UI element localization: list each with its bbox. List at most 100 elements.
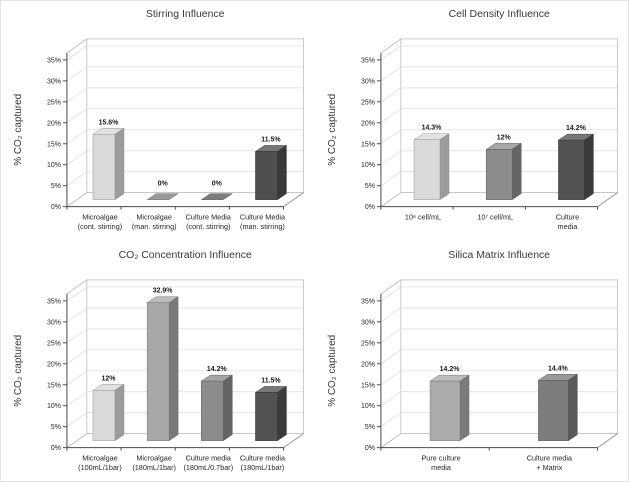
x-category-label: + Matrix	[536, 463, 562, 472]
gridline-side	[66, 66, 88, 82]
chart-panel-cell-density-influence: 0% 5% 10% 15% 20% 25% 30% 35% 14.3% 12% 14.2% 10⁶ c…	[315, 1, 629, 242]
bar-side-face	[459, 374, 469, 441]
gridline-side	[66, 412, 88, 427]
chart-cell-density-influence: 0% 5% 10% 15% 20% 25% 30% 35% 14.3% 12% 14.2% 10⁶ c…	[326, 9, 619, 231]
bar-front-face	[201, 380, 224, 441]
x-category-label: (man. stirring)	[240, 222, 285, 231]
y-tick-label: 35%	[47, 298, 61, 305]
chart-panel-silica-matrix-influence: 0% 5% 10% 15% 20% 25% 30% 35% 14.2% 14.4% Pure cul…	[315, 242, 629, 482]
bar-front-face	[92, 134, 116, 200]
gridline-side	[380, 150, 401, 166]
y-tick-label: 25%	[360, 340, 374, 347]
y-tick-label: 30%	[360, 319, 374, 326]
gridline-side	[66, 370, 88, 385]
gridline-side	[66, 129, 88, 145]
bar-front-face	[537, 379, 569, 441]
x-category-label: Culture media	[526, 453, 572, 462]
x-category-label: media	[557, 222, 578, 231]
y-tick-label: 0%	[364, 204, 374, 211]
gridline-side	[380, 412, 401, 427]
chart-panel-co2-concentration-influence: 0% 5% 10% 15% 20% 25% 30% 35% 12% 32.9% 14.2% 11.5%…	[1, 242, 315, 482]
y-tick-label: 35%	[47, 57, 61, 64]
x-category-label: Culture media	[240, 453, 286, 462]
y-tick-label: 5%	[364, 424, 374, 431]
x-category-label: (man. stirring)	[132, 222, 177, 231]
x-category-label: (cont. stirring)	[186, 222, 230, 231]
plot-side-wall	[66, 278, 88, 448]
plot-side-wall	[380, 38, 401, 208]
bar-front-face	[146, 302, 170, 441]
bar-value-label: 12%	[101, 375, 116, 382]
x-category-label: Pure culture	[421, 453, 460, 462]
plot-side-wall	[380, 278, 401, 448]
gridline-side	[380, 370, 401, 385]
y-tick-label: 0%	[364, 445, 374, 452]
y-tick-label: 25%	[47, 99, 61, 106]
bar-value-label: 14.2%	[207, 366, 228, 373]
bar-value-label: 32.9%	[153, 287, 174, 294]
chart-stirring-influence: 0% 5% 10% 15% 20% 25% 30% 35% 15.6% 0% 0% 11.5% Micr…	[13, 9, 305, 231]
x-category-label: 10⁶ cell/mL	[404, 213, 440, 222]
gridline-side	[380, 328, 401, 343]
y-tick-label: 0%	[51, 445, 61, 452]
gridline-side	[66, 328, 88, 343]
x-axis-depth-line	[283, 192, 304, 207]
x-category-label: Microalgae	[82, 453, 118, 462]
bar-front-face	[413, 139, 440, 200]
chart-silica-matrix-influence: 0% 5% 10% 15% 20% 25% 30% 35% 14.2% 14.4% Pure cul…	[326, 250, 619, 472]
y-tick-label: 35%	[360, 57, 374, 64]
y-tick-label: 10%	[360, 403, 374, 410]
y-tick-label: 30%	[360, 78, 374, 85]
chart-co2-concentration-influence: 0% 5% 10% 15% 20% 25% 30% 35% 12% 32.9% 14.2% 11.5%…	[13, 250, 305, 472]
x-category-label: 10⁷ cell/mL	[477, 213, 513, 222]
chart-title: Cell Density Influence	[448, 9, 549, 20]
gridline-side	[380, 129, 401, 145]
bar-side-face	[583, 133, 594, 201]
y-tick-label: 0%	[51, 204, 61, 211]
x-category-label: media	[431, 463, 452, 472]
gridline-side	[380, 286, 401, 301]
bar-front-face	[255, 151, 278, 200]
chart-panel-stirring-influence: 0% 5% 10% 15% 20% 25% 30% 35% 15.6% 0% 0% 11.5% Micr…	[1, 1, 315, 242]
y-tick-label: 25%	[360, 99, 374, 106]
y-axis-title: % CO₂ captured	[13, 94, 24, 166]
y-tick-label: 15%	[360, 141, 374, 148]
y-tick-label: 30%	[47, 319, 61, 326]
x-axis-depth-line	[596, 192, 618, 207]
gridline-side	[66, 391, 88, 406]
chart-title: Silica Matrix Influence	[448, 250, 550, 261]
bar-value-label: 14.3%	[421, 125, 442, 132]
gridline-side	[380, 391, 401, 406]
chart-title: CO₂ Concentration Influence	[119, 250, 252, 261]
bar-front-face	[255, 391, 278, 441]
bar-value-label: 14.4%	[547, 365, 568, 372]
y-tick-label: 15%	[47, 382, 61, 389]
x-axis-depth-line	[596, 432, 618, 448]
x-category-label: (cont. stirring)	[78, 222, 122, 231]
x-axis-depth-line	[283, 432, 304, 448]
gridline-side	[380, 307, 401, 322]
gridline-side	[66, 87, 88, 103]
gridline-side	[66, 171, 88, 186]
x-category-label: Microalgae	[136, 453, 172, 462]
y-tick-label: 35%	[360, 298, 374, 305]
bar-side-face	[567, 373, 578, 441]
bar-flat-zero	[146, 193, 179, 200]
chart-title: Stirring Influence	[146, 9, 225, 20]
bar-value-label: 0%	[212, 181, 223, 188]
y-tick-label: 5%	[51, 183, 61, 190]
gridline-side	[380, 108, 401, 124]
gridline-side	[66, 349, 88, 364]
bar-value-label: 12%	[496, 134, 511, 141]
x-category-label: (180mL/1bar)	[241, 463, 285, 472]
y-axis-title: % CO₂ captured	[326, 334, 337, 406]
y-tick-label: 10%	[47, 403, 61, 410]
gridline-side	[380, 45, 401, 61]
bar-side-face	[277, 385, 287, 441]
x-category-label: (180mL/0.7bar)	[183, 463, 233, 472]
gridline-side	[380, 66, 401, 82]
x-category-label: (100mL/1bar)	[78, 463, 122, 472]
y-tick-label: 25%	[47, 340, 61, 347]
bar-side-face	[168, 295, 179, 441]
